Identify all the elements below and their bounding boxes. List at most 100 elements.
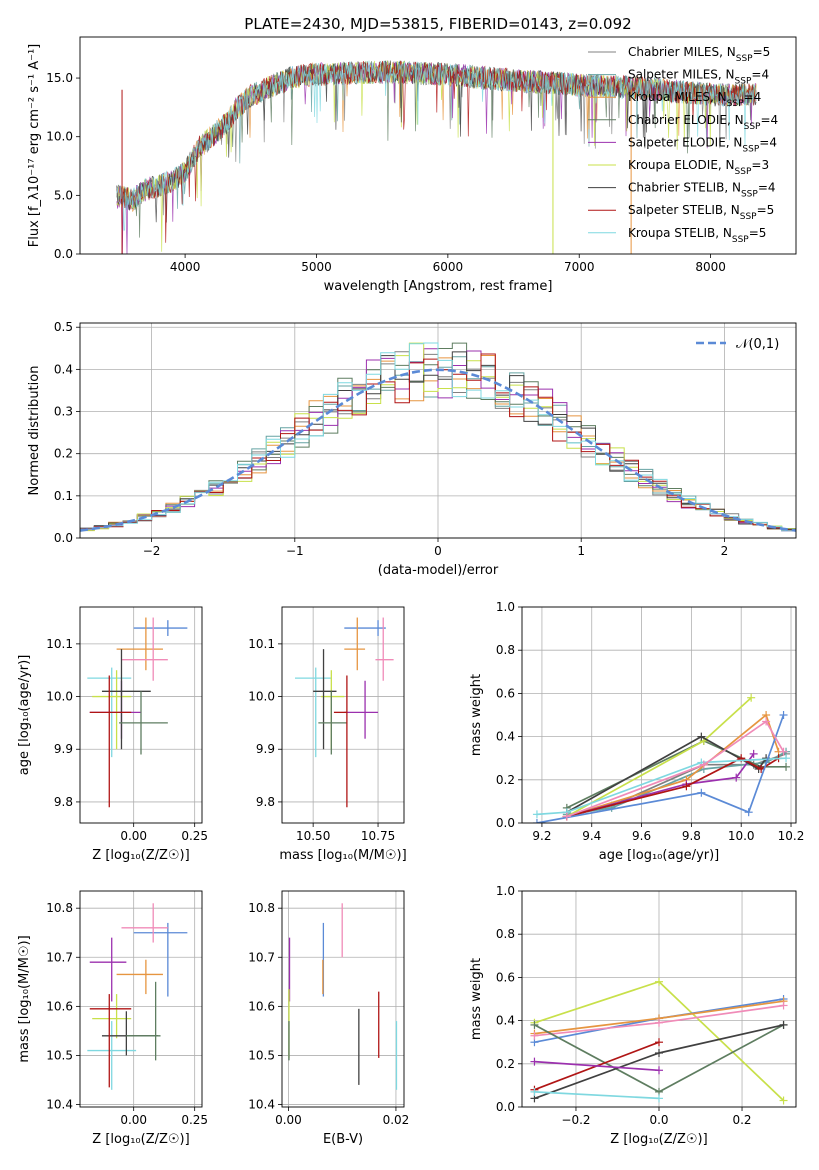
x-axis-label: mass [log₁₀(M/M☉)]	[279, 848, 406, 863]
plot-area	[80, 891, 202, 1107]
y-tick-label: 10.8	[46, 901, 73, 915]
plot-content	[87, 903, 188, 1090]
errorbar-point	[92, 994, 132, 1039]
weight-marker	[779, 747, 788, 756]
weight-line	[534, 1060, 660, 1072]
x-tick-label: 0.00	[120, 1113, 147, 1127]
weight-marker	[655, 1018, 663, 1027]
x-tick-label: 9.2	[532, 829, 551, 843]
x-axis-label: age [log₁₀(age/yr)]	[599, 848, 720, 863]
errorbar-point	[92, 670, 132, 750]
errorbar-point	[294, 667, 332, 758]
x-tick-label: 9.8	[682, 829, 701, 843]
errorbar-point	[313, 649, 337, 750]
legend-label: 𝒩(0,1)	[736, 337, 779, 352]
weight-marker	[699, 760, 708, 769]
y-tick-label: 9.8	[256, 795, 275, 809]
axes-frame	[79, 606, 203, 824]
plot-content	[288, 903, 398, 1090]
y-tick-label: 0.0	[496, 816, 515, 830]
y-tick-label: 10.0	[46, 690, 73, 704]
errorbar-point	[133, 922, 188, 997]
axes-frame	[281, 606, 405, 824]
errorbar-point	[119, 691, 168, 755]
y-tick-label: 0.4	[496, 730, 515, 744]
weight-marker	[530, 1087, 539, 1096]
errorbar-point	[89, 675, 132, 808]
x-tick-label: 10.0	[728, 829, 755, 843]
y-tick-label: 10.7	[46, 950, 73, 964]
x-tick-label: 0	[434, 544, 442, 558]
weight-line	[536, 757, 787, 816]
weight-marker	[697, 732, 706, 741]
y-tick-label: 0.0	[54, 247, 73, 261]
x-axis-label: (data-model)/error	[378, 563, 499, 578]
plot-area	[282, 891, 404, 1107]
y-axis-label: Normed distribution	[27, 366, 42, 496]
y-tick-label: 0.2	[496, 1057, 515, 1071]
weight-line	[534, 1091, 660, 1100]
y-tick-label: 0.8	[496, 643, 515, 657]
weight-line	[536, 714, 785, 823]
x-tick-label: −2	[143, 544, 161, 558]
y-tick-label: 0.8	[496, 927, 515, 941]
weight-marker	[732, 773, 741, 782]
axes-frame	[521, 606, 797, 824]
panels: 4000 5000 6000 7000 80000.05.010.015.0wavele…	[17, 36, 804, 1147]
errorbar-point	[375, 617, 394, 681]
axes-frame	[79, 322, 797, 539]
plot-content	[530, 977, 788, 1105]
weight-marker	[747, 693, 756, 702]
weight-marker	[530, 1020, 539, 1029]
plot-content	[116, 60, 757, 254]
plot-content	[294, 617, 394, 808]
errorbar-point	[101, 649, 151, 750]
weight-marker	[655, 1038, 663, 1047]
plot-content	[532, 693, 791, 823]
errorbar-point	[344, 620, 386, 636]
weight-marker	[532, 810, 541, 819]
x-axis-label: Z [log₁₀(Z/Z☉)]	[92, 848, 189, 863]
y-axis-label: mass weight	[469, 958, 484, 1040]
weight-marker	[562, 812, 571, 821]
legend: 𝒩(0,1)	[696, 337, 779, 352]
x-tick-label: 0.0	[649, 1113, 668, 1127]
x-tick-label: 0.25	[181, 829, 208, 843]
axes-frame	[521, 890, 797, 1108]
panel-age-vs-Z: 0.00 0.25 9.8 9.9 10.0 10.1 Z [log₁₀(Z/Z☉)] age…	[17, 606, 208, 863]
y-tick-label: 0.5	[54, 320, 73, 334]
x-tick-label: 9.4	[582, 829, 601, 843]
weight-marker	[749, 749, 758, 758]
x-axis-label: Z [log₁₀(Z/Z☉)]	[92, 1132, 189, 1147]
x-tick-label: 6000	[433, 260, 464, 274]
y-tick-label: 9.8	[54, 795, 73, 809]
panel-mass-vs-ebv: 0.00 0.02 10.4 10.5 10.6 10.7 10.8 E(B-V)	[248, 890, 410, 1147]
panel-weight-vs-Z: −0.2 0.0 0.2 0.0 0.2 0.4 0.6 0.8 1.0 Z [log₁₀(Z/Z…	[469, 884, 797, 1147]
y-tick-label: 5.0	[54, 188, 73, 202]
panel-weight-vs-age: 9.2 9.4 9.6 9.8 10.0 10.2 0.0 0.2 0.4 0.6 0.8 1.0 ag…	[469, 600, 804, 863]
errorbar-point	[89, 937, 127, 1002]
y-tick-label: 10.7	[248, 950, 275, 964]
normal-curve	[80, 368, 796, 532]
errorbar-point	[126, 981, 161, 1061]
y-tick-label: 10.6	[46, 999, 73, 1013]
weight-marker	[697, 788, 706, 797]
x-tick-label: 1	[577, 544, 585, 558]
x-tick-label: 10.50	[296, 829, 330, 843]
x-tick-label: 2	[721, 544, 729, 558]
y-tick-label: 1.0	[496, 600, 515, 614]
panel-mass-vs-Z: 0.00 0.25 10.4 10.5 10.6 10.7 10.8 Z [log₁₀(Z/Z…	[17, 890, 208, 1147]
x-tick-label: 0.02	[383, 1113, 410, 1127]
y-tick-label: 10.0	[46, 130, 73, 144]
errorbar-point	[121, 903, 168, 943]
weight-marker	[530, 1057, 539, 1066]
weight-line	[566, 720, 785, 818]
y-tick-label: 9.9	[54, 742, 73, 756]
plot-content	[87, 617, 188, 808]
y-tick-label: 10.6	[248, 999, 275, 1013]
y-tick-label: 0.4	[496, 1014, 515, 1028]
weight-line	[566, 753, 755, 818]
y-tick-label: 0.2	[54, 447, 73, 461]
errorbar-point	[121, 617, 168, 681]
